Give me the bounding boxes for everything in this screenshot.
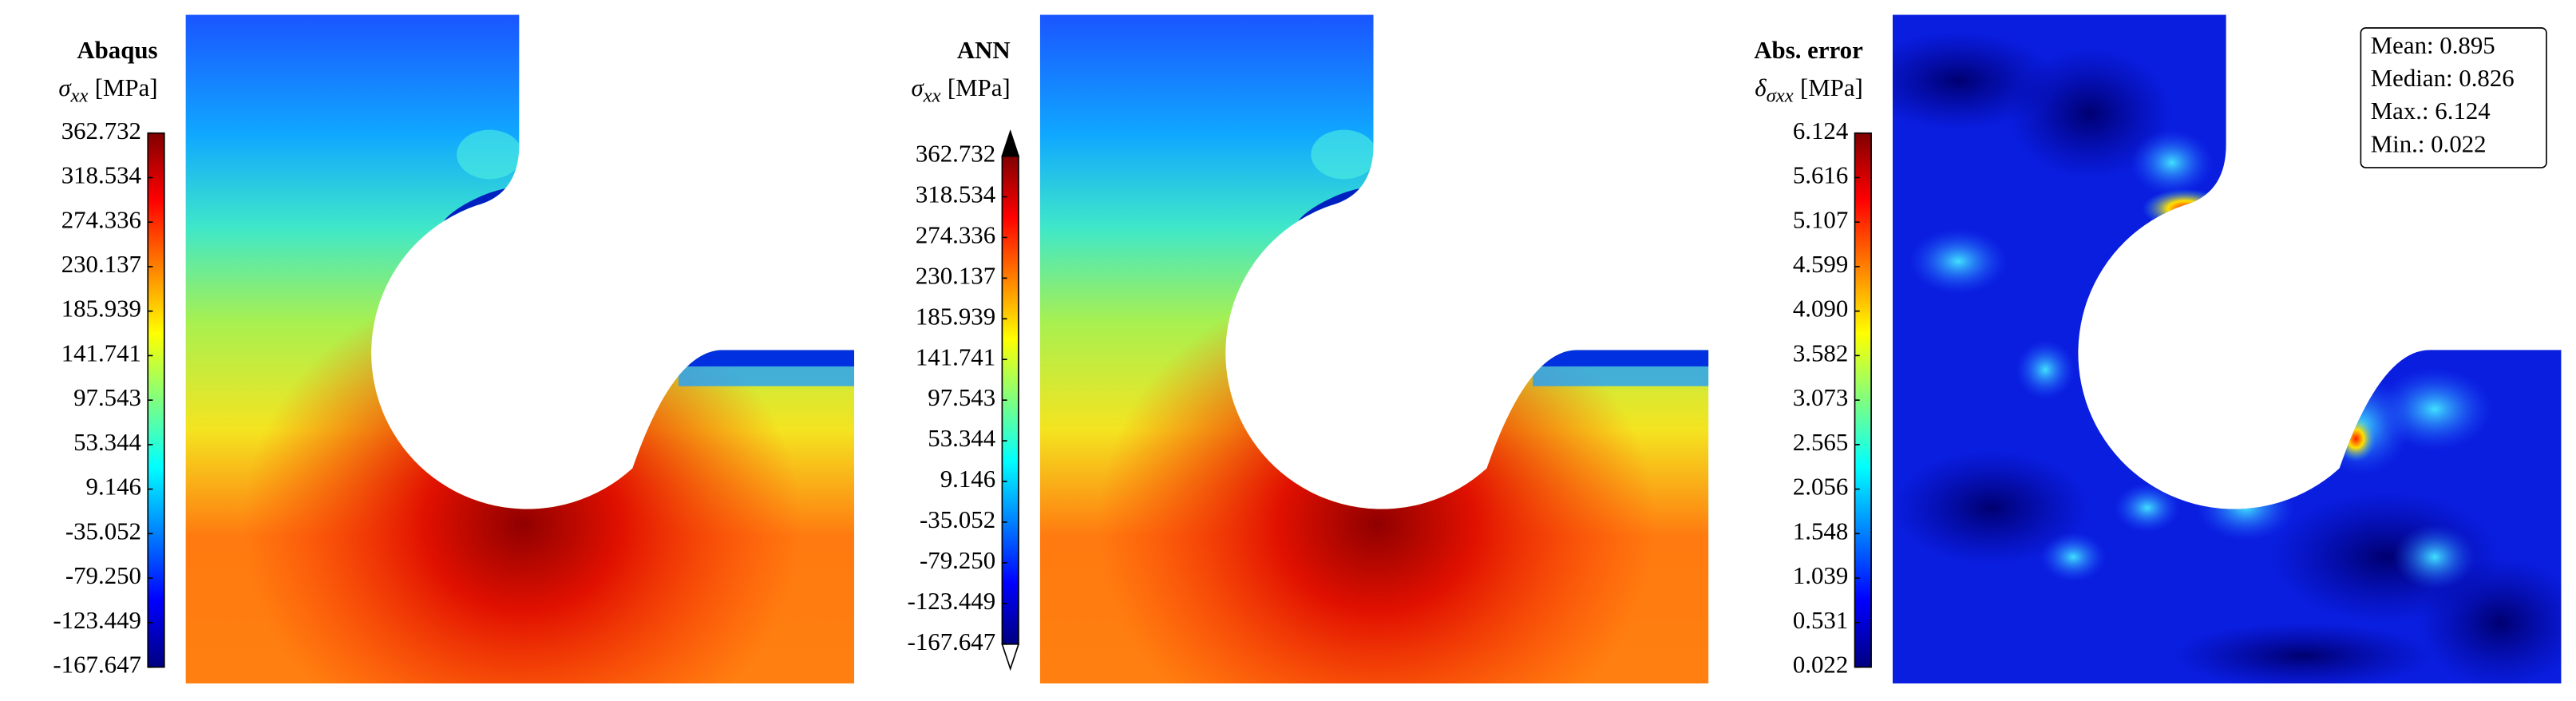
colorbar-tick-label: 362.732 <box>61 117 141 145</box>
field-band <box>1533 350 1709 366</box>
panel: Abs. error δσxx [MPa] 6.124 5.616 5.107 4.599 4… <box>1754 14 2562 684</box>
colorbar-tick-label: 141.741 <box>61 339 141 366</box>
field-band <box>678 366 855 386</box>
subscript: xx <box>70 85 89 106</box>
field-blob <box>1311 129 1377 180</box>
subscript: σxx <box>1767 85 1794 106</box>
panel-title: Abaqus <box>77 36 157 64</box>
colorbar-extend-min <box>1001 643 1020 671</box>
field-plot <box>1039 14 1709 684</box>
colorbar-tick-label: 318.534 <box>916 180 995 208</box>
colorbar-tick-label: -167.647 <box>53 651 141 679</box>
field-blob <box>1909 228 2008 295</box>
field-blob <box>2131 129 2214 196</box>
colorbar-tick-label: 4.090 <box>1793 295 1848 323</box>
field-hotspot <box>2142 188 2228 229</box>
unit: [MPa] <box>95 73 158 101</box>
field-blob <box>1892 450 2090 565</box>
field-blob <box>1892 31 2057 130</box>
colorbar-tick-label: 3.073 <box>1793 383 1848 411</box>
field-blob <box>2040 532 2107 582</box>
colorbar-tick-label: 97.543 <box>73 383 141 411</box>
field-band <box>1533 366 1709 386</box>
field-blob <box>2114 483 2181 533</box>
stats-line: Mean: 0.895 <box>2371 31 2495 59</box>
field-hotspot <box>2336 415 2376 462</box>
field-blob <box>2393 524 2476 590</box>
stats-line: Min.: 0.022 <box>2371 129 2487 157</box>
field-blob <box>2418 556 2562 684</box>
colorbar-tick-label: 0.022 <box>1793 651 1848 679</box>
panel-title: Abs. error <box>1754 36 1863 64</box>
colorbar-tick-label: 274.336 <box>916 220 995 248</box>
stats-line: Max.: 6.124 <box>2371 97 2491 125</box>
colorbar-tick-label: 5.616 <box>1793 160 1848 188</box>
subscript: xx <box>923 85 941 106</box>
unit: [MPa] <box>1800 73 1863 101</box>
panel: ANN σxx [MPa] 362.732 318.534 274.336 230.137 1… <box>908 14 1709 684</box>
field-blob <box>2016 340 2075 400</box>
colorbar-tick-label: 6.124 <box>1793 117 1848 145</box>
colorbar-tick-label: -123.449 <box>908 587 996 615</box>
colorbar-tick-label: 362.732 <box>916 140 995 168</box>
colorbar-tick-label: -79.250 <box>920 546 995 574</box>
stats-line: Median: 0.826 <box>2371 64 2515 92</box>
symbol: σ <box>911 73 924 101</box>
symbol: δ <box>1755 73 1767 101</box>
colorbar-extend-max <box>1001 129 1020 157</box>
field-blob <box>2196 474 2296 541</box>
colorbar-tick-label: 3.582 <box>1793 339 1848 366</box>
field-blob <box>2171 623 2436 684</box>
colorbar-tick-label: 5.107 <box>1793 205 1848 233</box>
colorbar-tick-label: 9.146 <box>86 473 141 501</box>
symbol: σ <box>58 73 72 101</box>
colorbar-tick-label: 4.599 <box>1793 250 1848 278</box>
stats-box <box>2360 27 2547 168</box>
panel-subtitle: σxx [MPa] <box>58 73 157 106</box>
colorbar-tick-label: 1.039 <box>1793 561 1848 589</box>
colorbar-tick-label: 230.137 <box>916 261 995 289</box>
colorbar-tick-label: 2.565 <box>1793 428 1848 456</box>
panel-subtitle: δσxx [MPa] <box>1755 73 1863 106</box>
colorbar-tick-label: 185.939 <box>916 302 995 330</box>
colorbar-tick-label: 2.056 <box>1793 473 1848 501</box>
colorbar-tick-label: 185.939 <box>61 295 141 323</box>
field-blob <box>457 129 523 180</box>
colorbar-tick-label: 230.137 <box>61 250 141 278</box>
colorbar-tick-label: 141.741 <box>916 343 995 370</box>
colorbar-tick-label: -35.052 <box>65 517 141 545</box>
colorbar-tick-label: 97.543 <box>928 383 995 411</box>
field-blob <box>2007 47 2172 180</box>
colorbar-tick-label: -167.647 <box>908 628 996 655</box>
unit: [MPa] <box>948 73 1011 101</box>
colorbar-tick-label: 274.336 <box>61 205 141 233</box>
panel-subtitle: σxx [MPa] <box>911 73 1010 106</box>
field-blob <box>2376 368 2493 450</box>
colorbar-tick-label: -35.052 <box>920 505 995 533</box>
colorbar-tick-label: 1.548 <box>1793 517 1848 545</box>
colorbar-tick-label: 53.344 <box>73 428 141 456</box>
colorbar-tick-label: 53.344 <box>928 424 995 452</box>
panel-title: ANN <box>957 36 1011 64</box>
colorbar-tick-label: -123.449 <box>53 606 141 634</box>
field-band <box>678 350 855 366</box>
colorbar-tick-label: 0.531 <box>1793 606 1848 634</box>
colorbar-tick-label: 9.146 <box>940 465 995 493</box>
colorbar-tick-label: -79.250 <box>65 561 141 589</box>
field-plot <box>185 14 855 684</box>
colorbar-tick-label: 318.534 <box>61 161 141 189</box>
